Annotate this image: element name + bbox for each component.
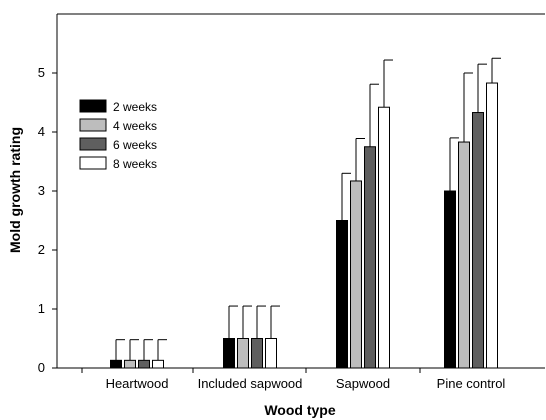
bar xyxy=(265,338,277,369)
legend-swatch xyxy=(79,118,107,132)
x-category-label: Pine control xyxy=(437,376,506,391)
y-tick-label: 5 xyxy=(38,65,45,80)
x-category-label: Heartwood xyxy=(106,376,169,391)
legend: 2 weeks 4 weeks 6 weeks 8 weeks xyxy=(79,99,157,171)
bar xyxy=(378,106,390,369)
bar xyxy=(124,359,136,369)
bar xyxy=(350,180,362,369)
x-axis-title: Wood type xyxy=(264,402,336,418)
bar xyxy=(458,141,470,369)
legend-swatch xyxy=(79,99,107,113)
bar xyxy=(237,338,249,369)
bar xyxy=(110,359,122,369)
legend-label: 2 weeks xyxy=(113,100,157,114)
bar xyxy=(444,190,456,369)
x-category-label: Sapwood xyxy=(336,376,390,391)
x-category-label: Included sapwood xyxy=(198,376,303,391)
y-tick-label: 1 xyxy=(38,301,45,316)
y-tick-label: 2 xyxy=(38,242,45,257)
bar xyxy=(486,82,498,369)
bar xyxy=(138,359,150,369)
bar xyxy=(472,112,484,369)
bar xyxy=(223,338,235,369)
legend-swatch xyxy=(79,156,107,170)
bar xyxy=(152,359,164,369)
legend-swatch xyxy=(79,137,107,151)
legend-label: 4 weeks xyxy=(113,119,157,133)
legend-label: 6 weeks xyxy=(113,138,157,152)
y-axis-title: Mold growth rating xyxy=(7,127,23,253)
y-tick-label: 4 xyxy=(38,124,45,139)
y-tick-label: 0 xyxy=(38,360,45,375)
y-tick-label: 3 xyxy=(38,183,45,198)
bar xyxy=(364,146,376,369)
legend-label: 8 weeks xyxy=(113,157,157,171)
bar xyxy=(336,220,348,369)
bar xyxy=(251,338,263,369)
